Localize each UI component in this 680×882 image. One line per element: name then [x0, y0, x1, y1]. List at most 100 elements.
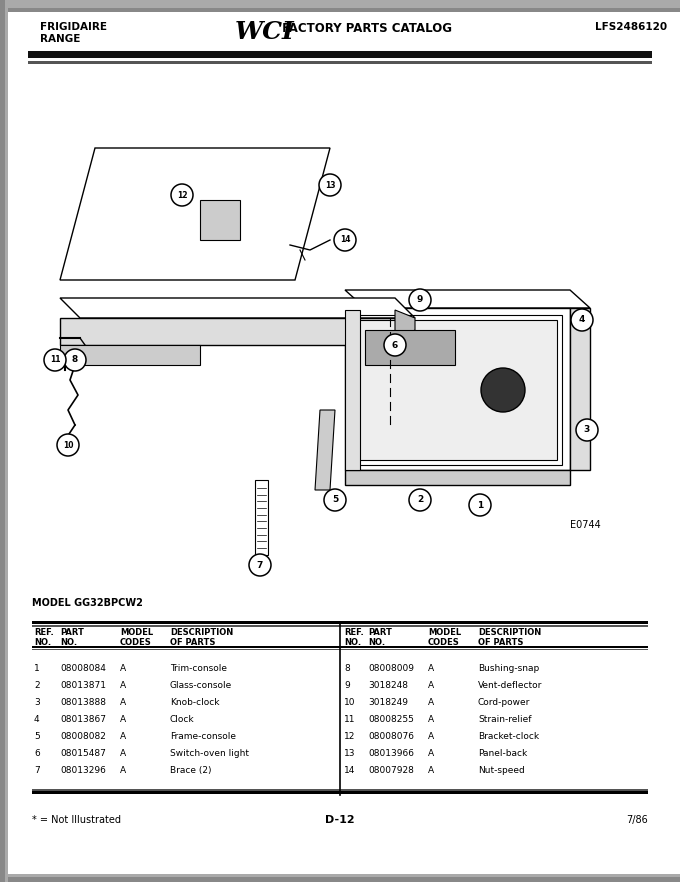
- Text: 08013296: 08013296: [60, 766, 106, 775]
- Bar: [32, 789, 648, 791]
- Text: 6: 6: [392, 340, 398, 349]
- Text: A: A: [428, 749, 434, 758]
- Text: A: A: [428, 698, 434, 707]
- Text: A: A: [120, 715, 126, 724]
- Bar: [5, 0, 8, 882]
- Text: PART
NO.: PART NO.: [368, 628, 392, 647]
- Text: Bushing-snap: Bushing-snap: [478, 664, 539, 673]
- Text: MODEL GG32BPCW2: MODEL GG32BPCW2: [32, 598, 143, 608]
- Bar: [32, 648, 648, 650]
- Bar: [0, 8, 680, 12]
- Text: A: A: [120, 749, 126, 758]
- Text: A: A: [120, 766, 126, 775]
- Circle shape: [481, 368, 525, 412]
- Text: Nut-speed: Nut-speed: [478, 766, 525, 775]
- Text: A: A: [120, 732, 126, 741]
- Bar: [353, 315, 562, 465]
- Text: Trim-console: Trim-console: [170, 664, 227, 673]
- Circle shape: [319, 174, 341, 196]
- Bar: [365, 330, 455, 365]
- Text: 13: 13: [325, 181, 335, 190]
- Text: 11: 11: [344, 715, 356, 724]
- Polygon shape: [60, 318, 395, 345]
- Text: Vent-deflector: Vent-deflector: [478, 681, 543, 690]
- Text: 08008082: 08008082: [60, 732, 106, 741]
- Bar: [32, 621, 648, 624]
- Polygon shape: [200, 200, 240, 240]
- Text: MODEL
CODES: MODEL CODES: [120, 628, 153, 647]
- Text: DESCRIPTION
OF PARTS: DESCRIPTION OF PARTS: [170, 628, 233, 647]
- Polygon shape: [60, 345, 200, 365]
- Text: Cord-power: Cord-power: [478, 698, 530, 707]
- Text: 7/86: 7/86: [626, 815, 648, 825]
- Text: 08013867: 08013867: [60, 715, 106, 724]
- Text: 2: 2: [34, 681, 39, 690]
- Bar: [28, 51, 652, 58]
- Text: A: A: [428, 732, 434, 741]
- Text: 4: 4: [34, 715, 39, 724]
- Polygon shape: [345, 470, 570, 485]
- Text: LFS2486120: LFS2486120: [595, 22, 667, 32]
- Text: 08013888: 08013888: [60, 698, 106, 707]
- Text: RANGE: RANGE: [40, 34, 80, 44]
- Circle shape: [249, 554, 271, 576]
- Bar: [358, 320, 557, 460]
- Polygon shape: [345, 290, 590, 308]
- Text: 11: 11: [50, 355, 61, 364]
- Text: A: A: [428, 681, 434, 690]
- Text: D-12: D-12: [325, 815, 355, 825]
- Bar: [0, 874, 680, 877]
- Text: MODEL
CODES: MODEL CODES: [428, 628, 461, 647]
- Bar: [32, 625, 648, 627]
- Circle shape: [409, 289, 431, 311]
- Text: 08013966: 08013966: [368, 749, 414, 758]
- Circle shape: [324, 489, 346, 511]
- Text: 7: 7: [34, 766, 39, 775]
- Polygon shape: [60, 298, 415, 318]
- Text: 13: 13: [344, 749, 356, 758]
- Text: 2: 2: [417, 496, 423, 505]
- Text: E0744: E0744: [570, 520, 600, 530]
- Circle shape: [44, 349, 66, 371]
- Text: 3018249: 3018249: [368, 698, 408, 707]
- Bar: [0, 0, 680, 8]
- Polygon shape: [570, 308, 590, 470]
- Text: Switch-oven light: Switch-oven light: [170, 749, 249, 758]
- Text: 08007928: 08007928: [368, 766, 414, 775]
- Text: REF.
NO.: REF. NO.: [34, 628, 54, 647]
- Text: 8: 8: [344, 664, 350, 673]
- Circle shape: [469, 494, 491, 516]
- Circle shape: [57, 434, 79, 456]
- Text: REF.
NO.: REF. NO.: [344, 628, 364, 647]
- Text: Strain-relief: Strain-relief: [478, 715, 532, 724]
- Circle shape: [334, 229, 356, 251]
- Text: 08008255: 08008255: [368, 715, 414, 724]
- Text: 5: 5: [34, 732, 39, 741]
- Text: FACTORY PARTS CATALOG: FACTORY PARTS CATALOG: [278, 22, 452, 35]
- Text: 08008009: 08008009: [368, 664, 414, 673]
- Bar: [32, 791, 648, 794]
- Circle shape: [171, 184, 193, 206]
- Polygon shape: [315, 410, 335, 490]
- Text: 4: 4: [579, 316, 585, 325]
- Bar: [0, 0, 5, 882]
- Text: Frame-console: Frame-console: [170, 732, 236, 741]
- Text: 1: 1: [477, 500, 483, 510]
- Bar: [28, 61, 652, 64]
- Text: Brace (2): Brace (2): [170, 766, 211, 775]
- Text: 5: 5: [332, 496, 338, 505]
- Text: WCI: WCI: [235, 20, 294, 44]
- Polygon shape: [255, 480, 268, 555]
- Text: Bracket-clock: Bracket-clock: [478, 732, 539, 741]
- Text: A: A: [428, 715, 434, 724]
- Text: 08015487: 08015487: [60, 749, 106, 758]
- Text: PART
NO.: PART NO.: [60, 628, 84, 647]
- Text: 7: 7: [257, 560, 263, 570]
- Text: A: A: [120, 698, 126, 707]
- Polygon shape: [345, 308, 570, 470]
- Text: A: A: [120, 664, 126, 673]
- Text: A: A: [120, 681, 126, 690]
- Text: FRIGIDAIRE: FRIGIDAIRE: [40, 22, 107, 32]
- Text: A: A: [428, 664, 434, 673]
- Polygon shape: [345, 310, 360, 470]
